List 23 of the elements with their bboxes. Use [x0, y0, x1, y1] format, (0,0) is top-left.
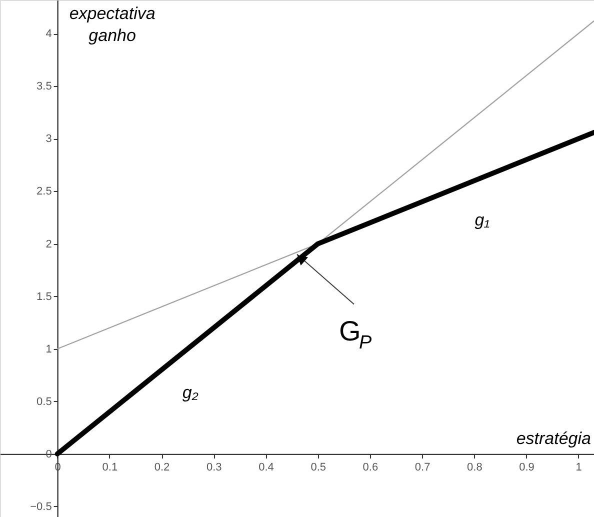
x-tick-label: 0.7 — [414, 461, 430, 474]
x-tick-label: 0.3 — [206, 461, 222, 474]
y-tick-label: 1.5 — [36, 290, 52, 303]
y-axis-title: expectativa ganho — [69, 4, 156, 45]
y-tick-label: −0.5 — [30, 500, 52, 513]
x-tick-label: 1 — [576, 461, 582, 474]
x-tick-label: 0.6 — [362, 461, 378, 474]
y-tick-label: 4 — [46, 28, 52, 40]
x-tick-label: 0.8 — [467, 461, 482, 474]
y-tick-label: 3 — [46, 133, 52, 146]
y-tick-label: 2 — [46, 238, 52, 250]
x-tick-label: 0.4 — [258, 461, 274, 474]
y-tick-label: 2.5 — [36, 186, 52, 198]
annotation: g₁ — [474, 210, 490, 230]
y-tick-label: 0.5 — [36, 396, 52, 408]
y-tick-label: 3.5 — [36, 80, 52, 93]
y-tick-label: 1 — [46, 343, 52, 356]
x-axis-title: estratégia — [516, 428, 591, 448]
x-tick-label: 0.5 — [310, 461, 326, 474]
x-tick-label: 0.1 — [102, 461, 118, 474]
annotation: g₂ — [182, 383, 199, 402]
x-tick-label: 0.2 — [154, 461, 170, 474]
x-tick-label: 0.9 — [519, 461, 534, 474]
